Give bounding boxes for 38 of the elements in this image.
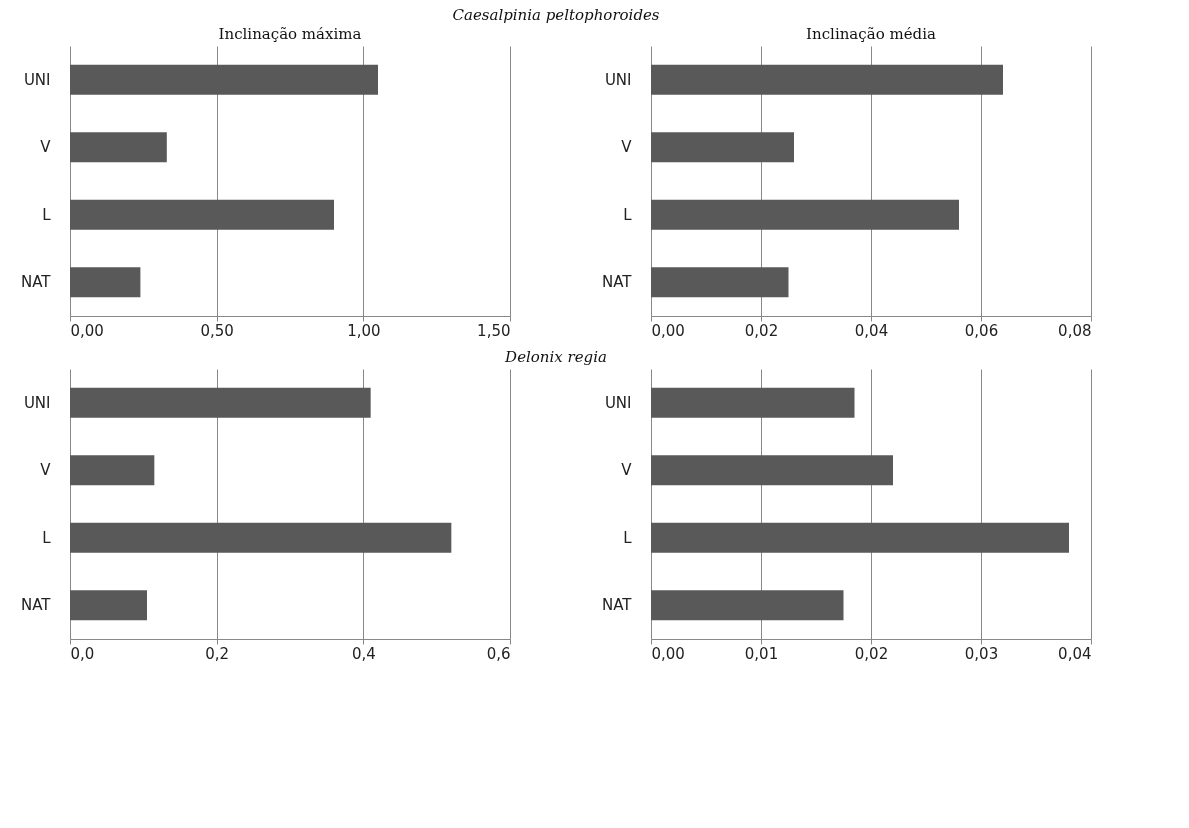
x-tick-label: 0,02 <box>744 321 779 340</box>
y-tick-label: L <box>42 528 52 547</box>
x-tick-label: 0,50 <box>200 321 234 340</box>
x-tick-label: 0,02 <box>854 644 889 663</box>
y-tick-label: NAT <box>602 273 633 292</box>
y-tick-label: V <box>621 138 633 157</box>
y-tick-label: L <box>623 528 633 547</box>
x-tick-label: 0,6 <box>486 644 511 663</box>
y-tick-label: UNI <box>23 70 51 89</box>
y-tick-label: V <box>40 138 52 157</box>
x-tick-label: 0,04 <box>1058 644 1092 663</box>
y-tick-label: L <box>623 205 633 224</box>
y-tick-label: UNI <box>23 393 51 412</box>
x-tick-label: 0,06 <box>964 321 999 340</box>
text: Delonix regia <box>504 348 607 366</box>
x-tick-label: 0,0 <box>70 644 95 663</box>
x-tick-label: 0,01 <box>744 644 779 663</box>
x-tick-label: 0,4 <box>351 644 376 663</box>
y-tick-label: NAT <box>21 273 52 292</box>
chart-subtitle: Inclinação máxima <box>218 25 362 43</box>
y-tick-label: V <box>40 461 52 480</box>
text: Caesalpinia peltophoroides <box>452 6 660 24</box>
y-tick-label: NAT <box>21 596 52 615</box>
x-tick-label: 0,04 <box>854 321 889 340</box>
y-tick-label: V <box>621 461 633 480</box>
x-tick-label: 0,00 <box>651 644 685 663</box>
chart-subtitle: Inclinação média <box>806 25 936 43</box>
x-tick-label: 0,00 <box>70 321 104 340</box>
x-tick-label: 1,00 <box>347 321 381 340</box>
y-tick-label: L <box>42 205 52 224</box>
x-tick-label: 0,03 <box>964 644 999 663</box>
x-tick-label: 0,2 <box>205 644 230 663</box>
y-tick-label: NAT <box>602 596 633 615</box>
x-tick-label: 0,08 <box>1058 321 1092 340</box>
x-tick-label: 1,50 <box>477 321 511 340</box>
y-tick-label: UNI <box>604 393 632 412</box>
x-tick-label: 0,00 <box>651 321 685 340</box>
y-tick-label: UNI <box>604 70 632 89</box>
